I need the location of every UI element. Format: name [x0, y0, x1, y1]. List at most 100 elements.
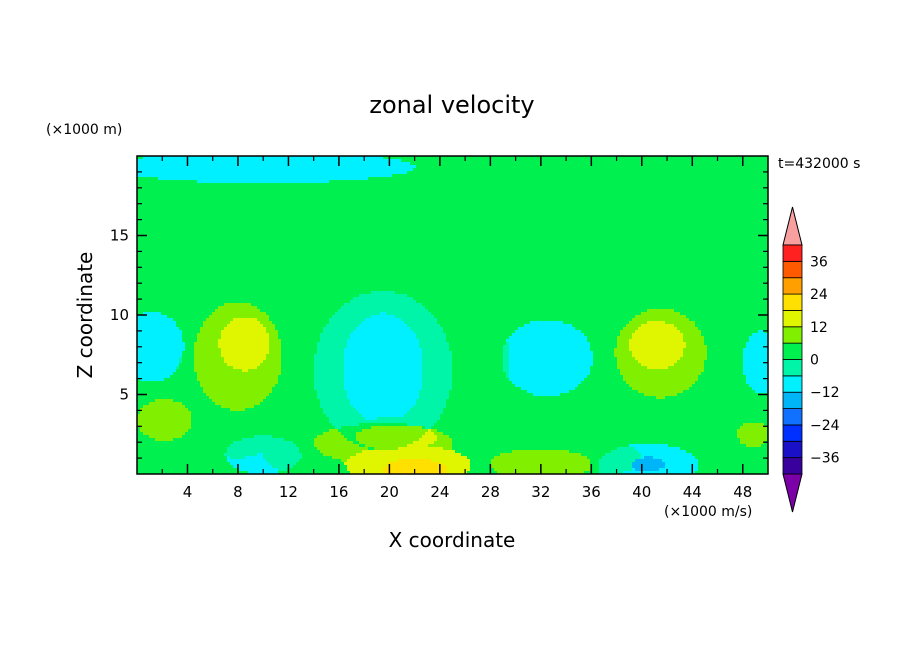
- heatmap-cell: [209, 282, 212, 285]
- heatmap-cell: [221, 348, 224, 351]
- heatmap-cell: [269, 162, 272, 165]
- heatmap-cell: [212, 465, 215, 468]
- heatmap-cell: [170, 333, 173, 336]
- heatmap-cell: [245, 360, 248, 363]
- heatmap-cell: [260, 405, 263, 408]
- heatmap-cell: [173, 264, 176, 267]
- heatmap-cell: [194, 192, 197, 195]
- heatmap-cell: [191, 465, 194, 468]
- heatmap-cell: [188, 237, 191, 240]
- heatmap-cell: [200, 405, 203, 408]
- heatmap-cell: [176, 318, 179, 321]
- heatmap-cell: [230, 366, 233, 369]
- heatmap-cell: [191, 456, 194, 459]
- heatmap-cell: [161, 396, 164, 399]
- heatmap-cell: [149, 378, 152, 381]
- heatmap-cell: [251, 399, 254, 402]
- heatmap-cell: [263, 420, 266, 423]
- heatmap-cell: [176, 423, 179, 426]
- heatmap-cell: [215, 309, 218, 312]
- heatmap-cell: [218, 228, 221, 231]
- heatmap-cell: [173, 210, 176, 213]
- heatmap-cell: [167, 192, 170, 195]
- heatmap-cell: [149, 339, 152, 342]
- heatmap-cell: [170, 447, 173, 450]
- heatmap-cell: [233, 210, 236, 213]
- heatmap-cell: [275, 291, 278, 294]
- heatmap-cell: [167, 369, 170, 372]
- heatmap-cell: [218, 333, 221, 336]
- heatmap-cell: [203, 252, 206, 255]
- heatmap-cell: [182, 237, 185, 240]
- heatmap-cell: [173, 237, 176, 240]
- heatmap-cell: [173, 249, 176, 252]
- heatmap-cell: [155, 165, 158, 168]
- heatmap-cell: [170, 303, 173, 306]
- heatmap-cell: [209, 297, 212, 300]
- heatmap-cell: [155, 186, 158, 189]
- heatmap-cell: [170, 225, 173, 228]
- heatmap-cell: [158, 402, 161, 405]
- heatmap-cell: [239, 291, 242, 294]
- heatmap-cell: [161, 402, 164, 405]
- heatmap-cell: [248, 315, 251, 318]
- heatmap-cell: [263, 300, 266, 303]
- heatmap-cell: [164, 240, 167, 243]
- heatmap-cell: [152, 201, 155, 204]
- heatmap-cell: [260, 168, 263, 171]
- heatmap-cell: [200, 303, 203, 306]
- heatmap-cell: [233, 237, 236, 240]
- heatmap-cell: [170, 159, 173, 162]
- heatmap-cell: [185, 222, 188, 225]
- heatmap-cell: [179, 294, 182, 297]
- heatmap-cell: [221, 303, 224, 306]
- heatmap-cell: [158, 204, 161, 207]
- heatmap-cell: [218, 321, 221, 324]
- heatmap-cell: [167, 441, 170, 444]
- heatmap-cell: [251, 189, 254, 192]
- heatmap-cell: [248, 171, 251, 174]
- heatmap-cell: [245, 402, 248, 405]
- heatmap-cell: [152, 279, 155, 282]
- heatmap-cell: [242, 204, 245, 207]
- heatmap-cell: [146, 315, 149, 318]
- heatmap-cell: [200, 231, 203, 234]
- heatmap-cell: [281, 180, 284, 183]
- heatmap-cell: [206, 366, 209, 369]
- heatmap-cell: [269, 264, 272, 267]
- heatmap-cell: [194, 312, 197, 315]
- heatmap-cell: [254, 369, 257, 372]
- heatmap-cell: [278, 414, 281, 417]
- heatmap-cell: [245, 267, 248, 270]
- heatmap-cell: [218, 432, 221, 435]
- heatmap-cell: [164, 270, 167, 273]
- heatmap-cell: [155, 306, 158, 309]
- heatmap-cell: [221, 318, 224, 321]
- heatmap-cell: [182, 315, 185, 318]
- heatmap-cell: [155, 375, 158, 378]
- heatmap-cell: [197, 450, 200, 453]
- heatmap-cell: [245, 342, 248, 345]
- heatmap-cell: [257, 177, 260, 180]
- heatmap-cell: [197, 204, 200, 207]
- heatmap-cell: [200, 408, 203, 411]
- heatmap-cell: [212, 309, 215, 312]
- heatmap-cell: [233, 249, 236, 252]
- heatmap-cell: [161, 213, 164, 216]
- heatmap-cell: [224, 321, 227, 324]
- heatmap-cell: [191, 345, 194, 348]
- heatmap-cell: [161, 309, 164, 312]
- heatmap-cell: [275, 393, 278, 396]
- heatmap-cell: [143, 450, 146, 453]
- heatmap-cell: [188, 249, 191, 252]
- heatmap-cell: [224, 402, 227, 405]
- heatmap-cell: [143, 231, 146, 234]
- heatmap-cell: [236, 273, 239, 276]
- heatmap-cell: [257, 432, 260, 435]
- heatmap-cell: [224, 177, 227, 180]
- heatmap-cell: [212, 315, 215, 318]
- heatmap-cell: [155, 195, 158, 198]
- heatmap-cell: [182, 459, 185, 462]
- heatmap-cell: [236, 282, 239, 285]
- heatmap-cell: [194, 465, 197, 468]
